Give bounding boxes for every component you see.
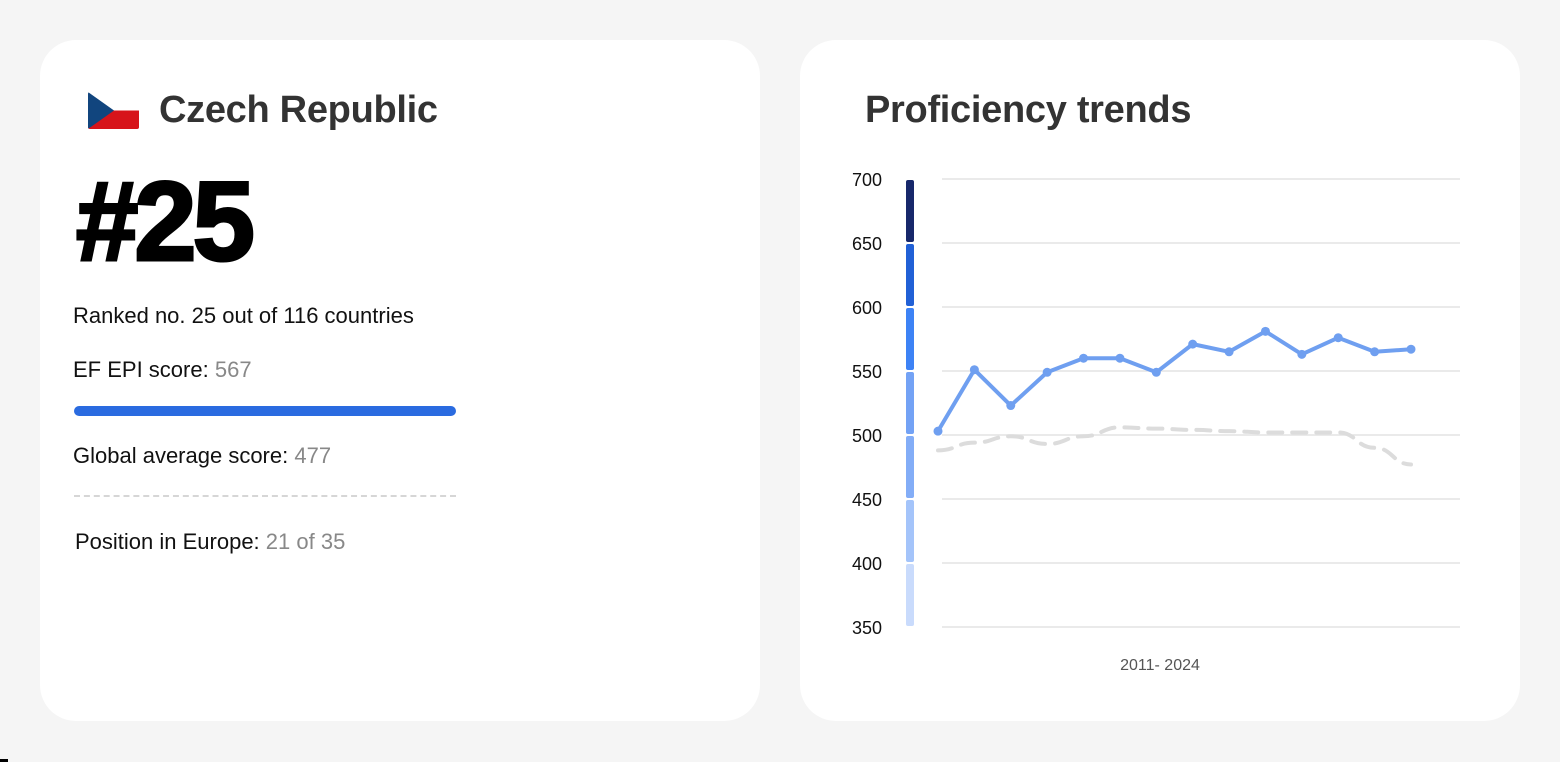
global-average-line xyxy=(936,425,1413,467)
europe-position: Position in Europe: 21 of 35 xyxy=(75,529,345,555)
chart-title: Proficiency trends xyxy=(865,89,1192,131)
proficiency-scale-bar xyxy=(906,180,914,626)
y-tick-label: 450 xyxy=(852,490,882,510)
scale-band xyxy=(906,436,914,498)
global-average-dashed-line xyxy=(74,495,456,497)
epi-score-value: 567 xyxy=(214,357,252,382)
y-tick-label: 350 xyxy=(852,618,882,638)
y-tick-label: 650 xyxy=(852,234,882,254)
proficiency-trend-chart: 700 650 600 550 500 450 400 350 2011- 2024 xyxy=(852,170,1460,674)
scale-band xyxy=(906,308,914,370)
data-point-marker[interactable] xyxy=(1042,367,1052,377)
scale-band xyxy=(906,372,914,434)
scale-band xyxy=(906,244,914,306)
y-axis-ticks: 700 650 600 550 500 450 400 350 xyxy=(852,170,882,638)
y-tick-label: 550 xyxy=(852,362,882,382)
global-average: Global average score: 477 xyxy=(73,443,331,469)
data-point-marker[interactable] xyxy=(1151,367,1161,377)
data-point-marker[interactable] xyxy=(1406,344,1416,354)
proficiency-trends-card: Proficiency trends 700 650 600 550 500 450 400… xyxy=(800,40,1520,721)
czech-flag-icon xyxy=(88,91,139,129)
y-tick-label: 400 xyxy=(852,554,882,574)
y-tick-label: 700 xyxy=(852,170,882,190)
scale-band xyxy=(906,180,914,242)
global-average-path xyxy=(936,425,1413,467)
ranked-text: Ranked no. 25 out of 116 countries xyxy=(73,303,414,328)
corner-marker xyxy=(0,759,8,762)
data-point-marker[interactable] xyxy=(1333,333,1343,343)
epi-score-label: EF EPI score: xyxy=(73,357,209,382)
data-point-marker[interactable] xyxy=(1260,326,1270,336)
data-point-marker[interactable] xyxy=(933,426,943,436)
data-point-marker[interactable] xyxy=(1115,353,1125,363)
chart-gridlines xyxy=(942,178,1460,628)
country-summary-card: Czech Republic #25 Ranked no. 25 out of … xyxy=(40,40,760,721)
data-point-marker[interactable] xyxy=(969,365,979,375)
y-tick-label: 600 xyxy=(852,298,882,318)
country-score-path xyxy=(936,329,1413,434)
rank-number: #25 xyxy=(75,159,257,284)
country-name: Czech Republic xyxy=(159,89,438,131)
x-axis-label: 2011- 2024 xyxy=(1120,657,1200,674)
epi-score: EF EPI score: 567 xyxy=(73,357,252,383)
europe-position-value: 21 of 35 xyxy=(265,529,346,554)
data-point-marker[interactable] xyxy=(1188,339,1198,349)
scale-band xyxy=(906,500,914,562)
europe-position-label: Position in Europe: xyxy=(75,529,260,554)
y-tick-label: 500 xyxy=(852,426,882,446)
country-score-line xyxy=(933,326,1416,436)
data-point-marker[interactable] xyxy=(1224,347,1234,357)
global-average-label: Global average score: xyxy=(73,443,289,468)
epi-score-bar xyxy=(74,406,456,416)
scale-band xyxy=(906,564,914,626)
country-header: Czech Republic xyxy=(88,90,438,130)
data-point-marker[interactable] xyxy=(1297,349,1307,359)
data-point-marker[interactable] xyxy=(1079,353,1089,363)
data-point-marker[interactable] xyxy=(1006,401,1016,411)
global-average-value: 477 xyxy=(294,443,332,468)
data-point-marker[interactable] xyxy=(1370,347,1380,357)
